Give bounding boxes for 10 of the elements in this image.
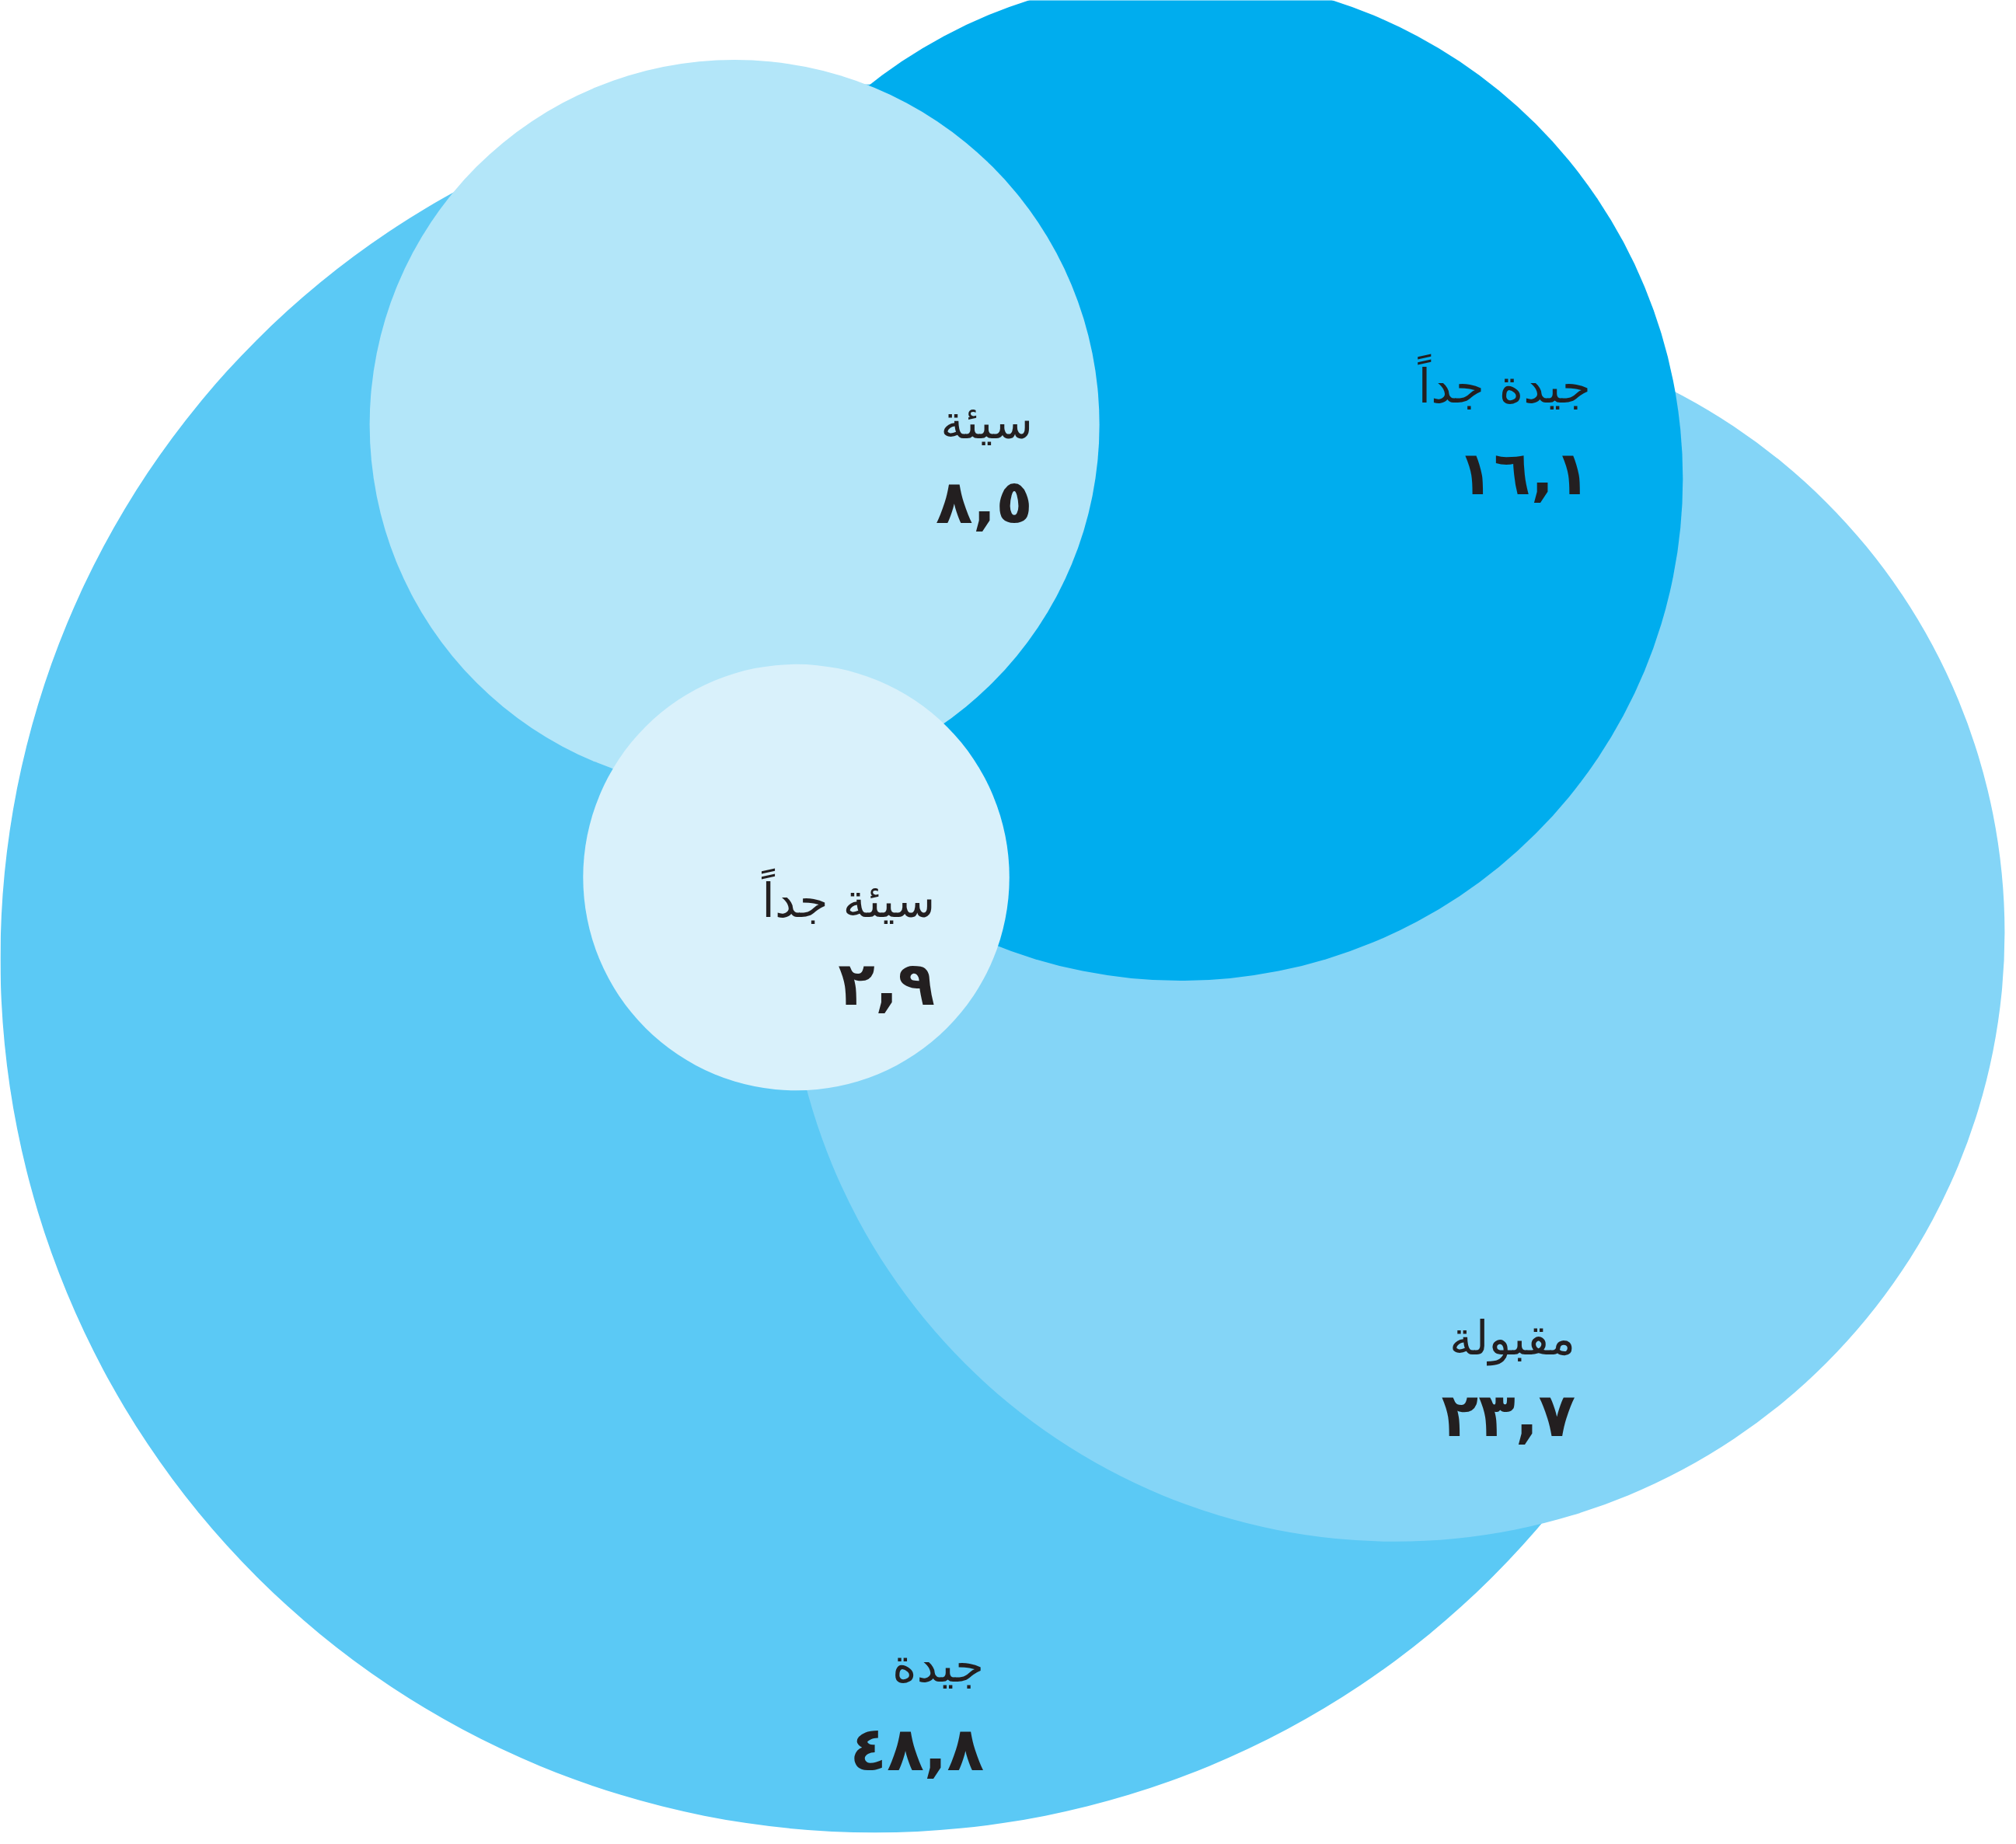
category-label: مقبولة xyxy=(1449,1310,1576,1366)
category-label: جيدة xyxy=(891,1638,985,1693)
category-label: سيئة جداً xyxy=(761,867,936,928)
category-label: سيئة xyxy=(940,395,1033,450)
data-label: ٨,٥ xyxy=(936,466,1033,537)
data-label: ٢٣,٧ xyxy=(1441,1379,1576,1450)
data-label: ١٦,١ xyxy=(1456,438,1591,509)
category-label: جيدة جداً xyxy=(1417,353,1591,413)
data-label: ٢,٩ xyxy=(838,949,936,1020)
data-label: ٤٨,٨ xyxy=(849,1714,985,1785)
